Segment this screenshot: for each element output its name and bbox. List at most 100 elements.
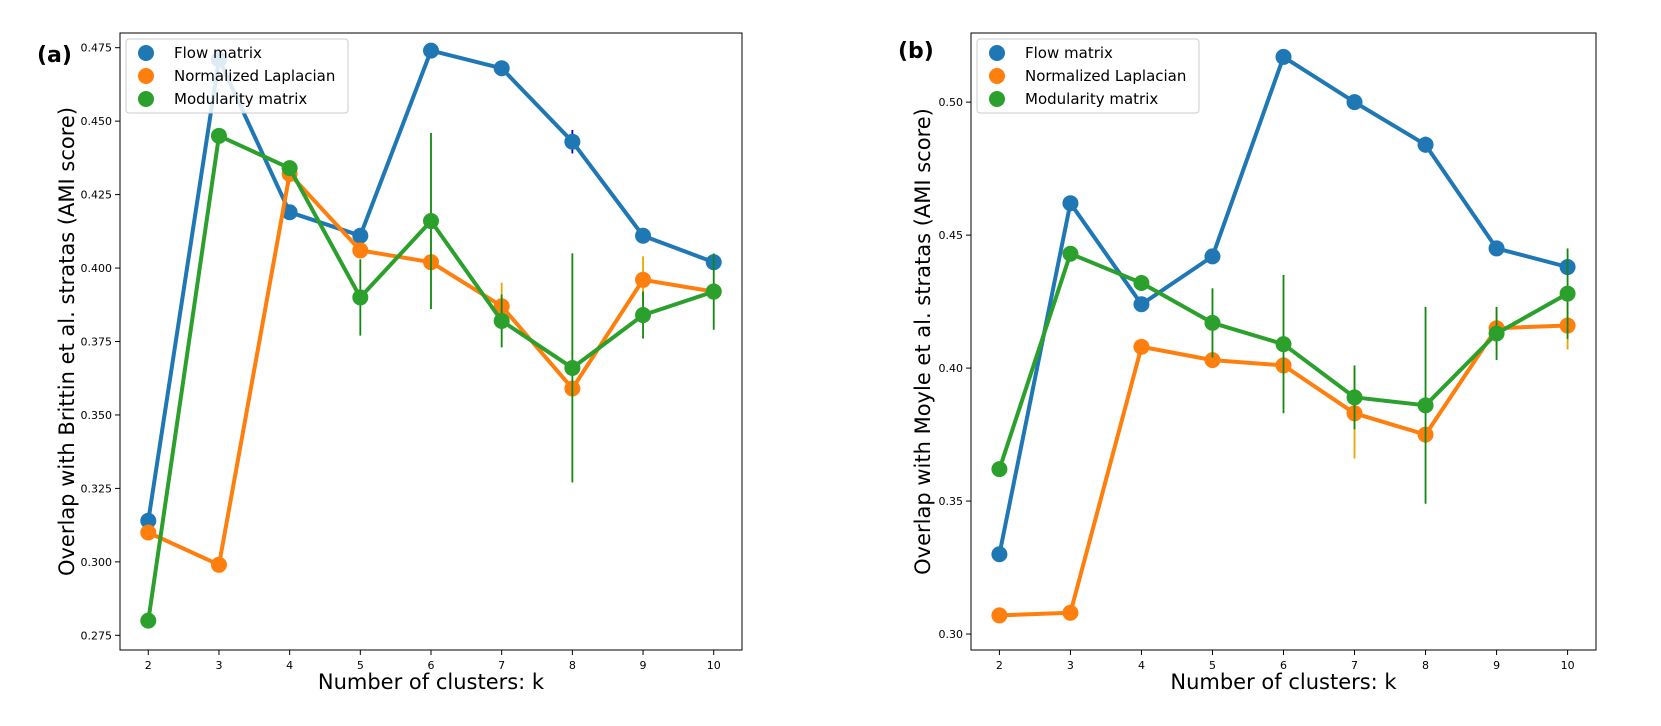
- x-tick-label: 2: [996, 659, 1003, 672]
- legend-marker: [989, 91, 1005, 107]
- y-tick-label: 0.40: [939, 362, 964, 375]
- data-point: [635, 227, 652, 244]
- data-point: [1488, 325, 1505, 342]
- data-point: [705, 283, 722, 300]
- x-tick-label: 2: [145, 659, 152, 672]
- data-point: [493, 60, 510, 77]
- plot-frame: [119, 32, 743, 651]
- x-tick-label: 9: [1493, 659, 1500, 672]
- x-tick-label: 9: [640, 659, 647, 672]
- data-point: [352, 227, 369, 244]
- data-point: [1062, 195, 1079, 212]
- y-tick-label: 0.50: [939, 96, 964, 109]
- data-point: [281, 160, 298, 177]
- y-tick-label: 0.425: [81, 189, 113, 202]
- panel-label: (a): [37, 43, 72, 68]
- x-tick-label: 6: [428, 659, 435, 672]
- legend-label: Normalized Laplacian: [1025, 67, 1186, 85]
- data-point: [1133, 296, 1150, 313]
- legend-label: Normalized Laplacian: [174, 67, 335, 85]
- x-tick-label: 4: [286, 659, 293, 672]
- data-point: [1275, 48, 1292, 65]
- y-tick-label: 0.275: [81, 629, 113, 642]
- data-point: [1204, 314, 1221, 331]
- series-modularity-matrix: [991, 245, 1576, 504]
- panel-label: (b): [898, 39, 934, 64]
- data-point: [635, 307, 652, 324]
- legend-marker: [989, 68, 1005, 84]
- x-tick-label: 10: [1561, 659, 1575, 672]
- data-point: [1204, 248, 1221, 265]
- data-point: [1275, 336, 1292, 353]
- panel-b: 0.30 0.35 0.40 0.45 0.50 2 3 4 5 6 7 8 9 10 Number of …: [898, 32, 1597, 694]
- series-modularity-matrix: [140, 127, 722, 629]
- data-point: [210, 556, 227, 573]
- data-point: [1204, 352, 1221, 369]
- data-point: [991, 461, 1008, 478]
- y-tick-label: 0.400: [81, 262, 113, 275]
- y-tick-label: 0.300: [81, 556, 113, 569]
- legend-box: [125, 38, 349, 114]
- x-tick-label: 5: [357, 659, 364, 672]
- y-tick-label: 0.35: [939, 495, 964, 508]
- data-point: [281, 204, 298, 221]
- x-tick-label: 3: [1067, 659, 1074, 672]
- series-flow-matrix: [991, 48, 1576, 563]
- legend-label: Flow matrix: [174, 44, 262, 62]
- y-tick-label: 0.45: [939, 229, 964, 242]
- data-point: [991, 546, 1008, 563]
- data-point: [423, 213, 439, 230]
- x-tick-label: 8: [1422, 659, 1429, 672]
- y-axis-label: Overlap with Brittin et al. stratas (AMI…: [55, 107, 79, 576]
- x-tick-label: 4: [1138, 659, 1145, 672]
- data-point: [493, 312, 510, 329]
- y-tick-label: 0.325: [81, 482, 113, 495]
- y-tick-label: 0.375: [81, 336, 113, 349]
- data-point: [564, 133, 581, 150]
- data-point: [1488, 240, 1505, 257]
- legend-marker: [138, 91, 154, 107]
- data-point: [1559, 285, 1576, 302]
- data-point: [140, 524, 157, 541]
- x-tick-label: 7: [1351, 659, 1358, 672]
- data-point: [1133, 274, 1150, 291]
- data-point: [564, 359, 581, 376]
- data-point: [1346, 94, 1363, 111]
- x-axis-label: Number of clusters: k: [1170, 670, 1397, 694]
- legend-marker: [138, 68, 154, 84]
- x-tick-label: 6: [1280, 659, 1287, 672]
- x-axis-label: Number of clusters: k: [318, 670, 545, 694]
- data-point: [210, 127, 227, 144]
- data-point: [352, 289, 369, 306]
- data-point: [1417, 397, 1434, 414]
- data-point: [1417, 136, 1434, 153]
- legend-box: [976, 38, 1200, 114]
- data-point: [423, 42, 439, 59]
- legend-marker: [989, 45, 1005, 61]
- data-point: [1133, 338, 1150, 355]
- data-point: [1346, 389, 1363, 406]
- data-point: [140, 512, 157, 529]
- x-tick-label: 7: [498, 659, 505, 672]
- y-tick-label: 0.450: [81, 115, 113, 128]
- panel-a: 0.275 0.300 0.325 0.350 0.375 0.400 0.425 0.450…: [37, 32, 743, 694]
- x-tick-label: 8: [569, 659, 576, 672]
- legend-label: Flow matrix: [1025, 44, 1113, 62]
- data-point: [352, 242, 369, 259]
- legend-label: Modularity matrix: [174, 90, 307, 108]
- legend-label: Modularity matrix: [1025, 90, 1158, 108]
- y-tick-label: 0.30: [939, 628, 964, 641]
- data-point: [635, 271, 652, 288]
- x-tick-label: 10: [707, 659, 721, 672]
- data-point: [1062, 245, 1079, 262]
- y-axis-label: Overlap with Moyle et al. stratas (AMI s…: [911, 108, 935, 575]
- x-tick-label: 5: [1209, 659, 1216, 672]
- legend-marker: [138, 45, 154, 61]
- y-tick-label: 0.350: [81, 409, 113, 422]
- x-tick-label: 3: [215, 659, 222, 672]
- data-point: [991, 607, 1008, 624]
- y-tick-label: 0.475: [81, 42, 113, 55]
- data-point: [140, 612, 157, 629]
- data-point: [1062, 604, 1079, 621]
